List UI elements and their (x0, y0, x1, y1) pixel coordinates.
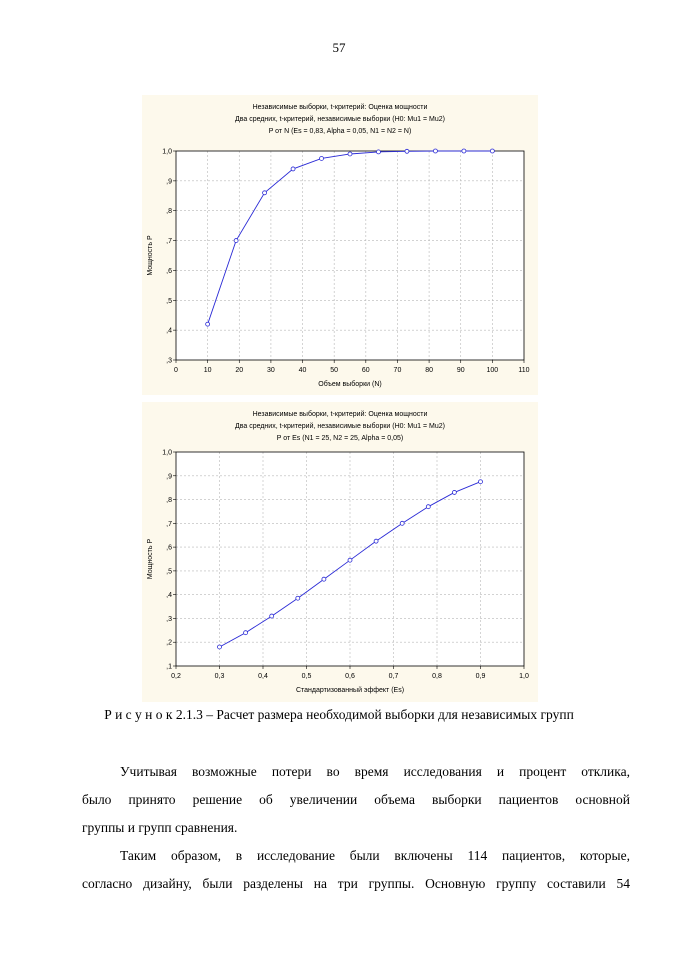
chart-subtitle: P от Es (N1 = 25, N2 = 25, Alpha = 0,05) (277, 435, 403, 442)
y-tick-label: ,6 (166, 268, 172, 275)
x-tick-label: 0,9 (476, 673, 486, 680)
x-tick-label: 0,3 (215, 673, 225, 680)
figure-caption: Р и с у н о к 2.1.3 – Расчет размера нео… (0, 707, 678, 723)
paragraph-line: было принято решение об увеличении объем… (82, 792, 630, 807)
y-tick-label: ,1 (166, 664, 172, 671)
chart-title: Независимые выборки, t-критерий: Оценка … (253, 103, 428, 111)
x-tick-label: 20 (235, 367, 243, 374)
data-point (489, 148, 495, 154)
chart-subtitle: Два средних, t-критерий, независимые выб… (235, 115, 445, 123)
data-point (321, 576, 327, 582)
y-tick-label: ,3 (166, 616, 172, 623)
data-point (243, 630, 248, 636)
x-tick-label: 0 (174, 367, 178, 374)
y-tick-label: ,4 (166, 328, 172, 335)
x-tick-label: 0,7 (389, 673, 399, 680)
x-tick-label: 1,0 (519, 673, 529, 680)
data-point (290, 166, 296, 172)
x-tick-label: 40 (299, 367, 307, 374)
data-point (461, 148, 467, 154)
paragraph-line: группы и групп сравнения. (82, 820, 238, 835)
x-tick-label: 0,4 (258, 673, 268, 680)
x-axis-label: Объем выборки (N) (318, 380, 381, 388)
data-point (399, 520, 405, 526)
data-point (425, 504, 431, 510)
x-tick-label: 90 (457, 367, 465, 374)
y-axis-label: Мощность P (147, 539, 154, 580)
x-tick-label: 0,2 (171, 673, 181, 680)
plot-frame (175, 451, 525, 667)
data-point (217, 644, 222, 650)
paragraph-line: Учитывая возможные потери во время иссле… (120, 764, 630, 779)
data-point (478, 479, 483, 485)
y-tick-label: ,5 (166, 298, 172, 305)
y-tick-label: ,5 (166, 568, 172, 575)
chart-title: Независимые выборки, t-критерий: Оценка … (253, 410, 428, 418)
paragraph-1: Учитывая возможные потери во время иссле… (82, 758, 630, 842)
power-vs-sample-size-chart: Независимые выборки, t-критерий: Оценка … (142, 95, 538, 395)
y-tick-label: ,9 (166, 473, 172, 480)
y-tick-label: ,2 (166, 640, 172, 647)
power-vs-effect-size-chart: Независимые выборки, t-критерий: Оценка … (142, 402, 538, 702)
data-point (262, 190, 267, 196)
paragraph-line: согласно дизайну, были разделены на три … (82, 876, 630, 891)
data-point (433, 148, 438, 154)
chart-subtitle: Два средних, t-критерий, независимые выб… (235, 422, 445, 430)
x-tick-label: 110 (518, 367, 529, 374)
data-point (319, 156, 324, 161)
data-point (205, 321, 211, 327)
y-tick-label: ,8 (166, 497, 172, 504)
page-number: 57 (332, 40, 346, 55)
x-tick-label: 0,8 (432, 673, 442, 680)
paragraph-line: Таким образом, в исследование были включ… (120, 848, 630, 863)
plot-area (176, 151, 524, 360)
data-point (295, 595, 301, 601)
paragraph-2: Таким образом, в исследование были включ… (82, 842, 630, 898)
x-tick-label: 0,5 (302, 673, 312, 680)
x-tick-label: 50 (330, 367, 338, 374)
y-tick-label: ,3 (166, 358, 172, 365)
y-tick-label: ,7 (166, 238, 172, 245)
data-point (269, 613, 275, 619)
x-axis-label: Стандартизованный эффект (Es) (296, 686, 404, 694)
data-point (404, 148, 410, 154)
data-point (233, 238, 239, 243)
x-tick-label: 70 (394, 367, 402, 374)
data-point (373, 538, 379, 544)
x-tick-label: 60 (362, 367, 370, 374)
plot-frame (175, 150, 525, 361)
data-point (376, 149, 381, 155)
y-tick-label: 1,0 (162, 450, 172, 457)
x-tick-label: 0,6 (345, 673, 355, 680)
chart-svg: Независимые выборки, t-критерий: Оценка … (147, 410, 529, 694)
y-tick-label: 1,0 (162, 149, 172, 156)
data-point (451, 490, 457, 495)
y-tick-label: ,9 (166, 178, 172, 185)
figure-caption-text: – Расчет размера необходимой выборки для… (202, 707, 574, 722)
y-axis-label: Мощность P (147, 235, 154, 276)
x-tick-label: 10 (204, 367, 212, 374)
y-tick-label: ,7 (166, 521, 172, 528)
data-point (347, 151, 353, 157)
chart-subtitle: P от N (Es = 0,83, Alpha = 0,05, N1 = N2… (269, 128, 412, 135)
y-tick-label: ,4 (166, 592, 172, 599)
data-point (347, 557, 353, 563)
x-tick-label: 30 (267, 367, 275, 374)
figure-caption-label: Р и с у н о к 2.1.3 (104, 707, 203, 722)
chart-svg: Независимые выборки, t-критерий: Оценка … (147, 103, 530, 388)
x-tick-label: 100 (487, 367, 499, 374)
x-tick-label: 80 (425, 367, 433, 374)
y-tick-label: ,6 (166, 545, 172, 552)
y-tick-label: ,8 (166, 208, 172, 215)
